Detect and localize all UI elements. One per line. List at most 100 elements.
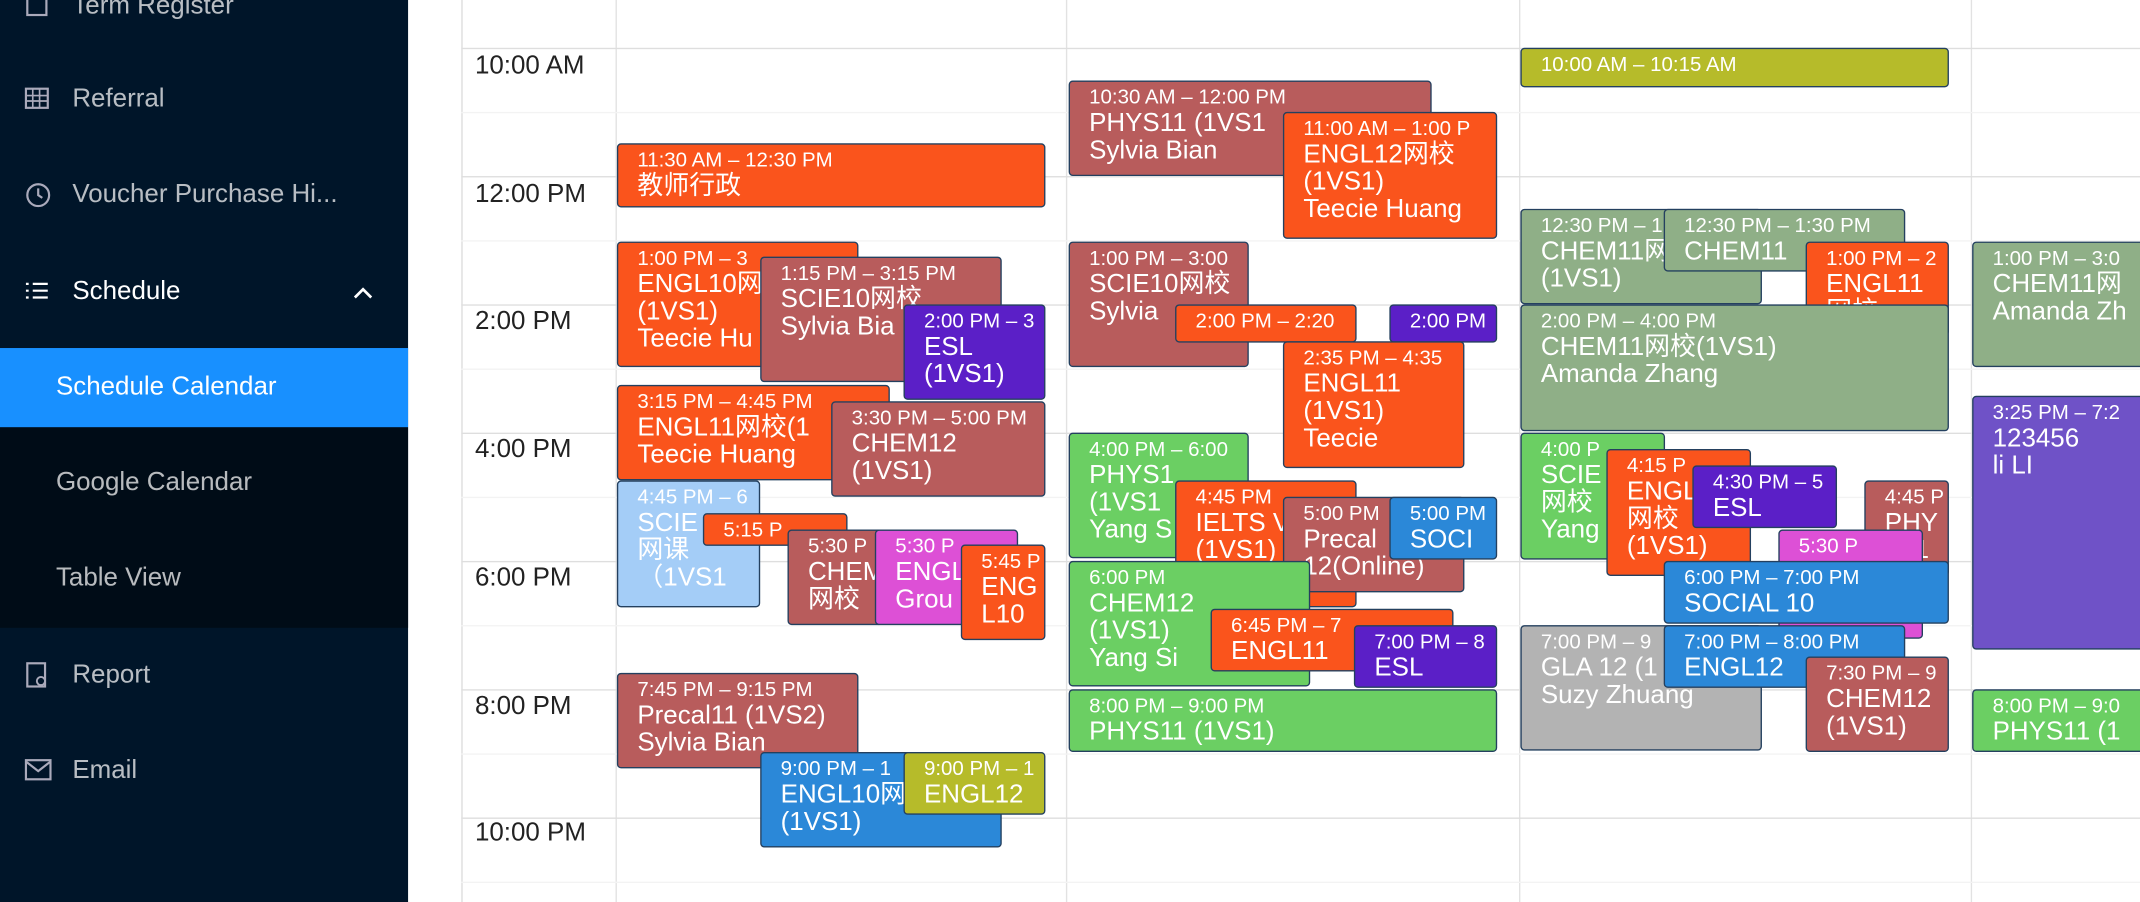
event[interactable]: 1:00 PM – 3:0 CHEM11网 Amanda Zh xyxy=(1972,241,2140,368)
event-line: SCIE10网校 xyxy=(780,285,922,314)
event[interactable]: 8:00 PM – 9:00 PM PHYS11 (1VS1) xyxy=(1068,689,1498,753)
icon xyxy=(24,87,49,109)
event-time: 5:30 P xyxy=(1798,535,1858,559)
event-line: li LI xyxy=(1992,451,2033,481)
event-line: Sylvia Bian xyxy=(1089,136,1218,166)
menu-label: Voucher Purchase Hi... xyxy=(72,180,338,209)
event[interactable]: 2:00 PM – 3 ESL (1VS1) xyxy=(903,304,1046,400)
event-line: (1VS1) xyxy=(1303,397,1385,426)
event-line: ESL xyxy=(1712,494,1762,523)
event[interactable]: 7:00 PM – 8 ESL xyxy=(1353,625,1498,688)
event-line: 教师行政 xyxy=(637,171,742,201)
event[interactable]: 2:00 PM xyxy=(1389,304,1498,343)
event[interactable]: 3:15 PM – 4:45 PM ENGL11网校(1 Teecie Huang xyxy=(616,384,890,481)
menu-item[interactable]: Email xyxy=(0,732,408,811)
time-label: 4:00 PM xyxy=(474,435,572,465)
time-label: 10:00 AM xyxy=(474,51,585,81)
event[interactable]: 7:00 PM – 8:00 PM ENGL12 xyxy=(1663,625,1906,688)
event-line: ENGL12 xyxy=(923,780,1024,810)
event-line: CHEM11网 xyxy=(1992,270,2122,299)
event[interactable]: 2:00 PM – 4:00 PM CHEM11网校(1VS1) Amanda Zh… xyxy=(1520,304,1949,432)
event-line: (1VS1) xyxy=(1089,616,1170,646)
event[interactable]: 2:35 PM – 4:35 ENGL11 (1VS1) Teecie xyxy=(1282,341,1465,469)
event-time: 1:00 PM – 2 xyxy=(1826,247,1937,271)
event-line: Amanda Zh xyxy=(1992,297,2127,327)
event[interactable]: 4:15 P ENGL 网校 (1VS1) xyxy=(1606,449,1752,576)
event[interactable]: 2:00 PM – 2:20 xyxy=(1175,304,1357,343)
event[interactable]: 12:30 PM – 1:30 PM CHEM11 xyxy=(1663,208,1906,272)
event[interactable]: 8:00 PM – 9:0 PHYS11 (1 xyxy=(1972,689,2140,753)
event[interactable]: 1:00 PM – 3:00 SCIE10网校 Sylvia xyxy=(1068,241,1249,368)
event-time: 1:00 PM – 3:00 xyxy=(1089,247,1228,271)
event-time: 8:00 PM – 9:0 xyxy=(1992,694,2121,718)
event[interactable]: 4:30 PM – 5 ESL xyxy=(1692,465,1838,529)
event-time: 4:00 PM – 6:00 xyxy=(1089,438,1228,462)
event-line: 123456 xyxy=(1992,424,2080,454)
event-time: 6:00 PM xyxy=(1089,566,1166,590)
column-line xyxy=(1970,0,1973,902)
event[interactable]: 12:30 PM – 1 CHEM11网校 (1VS1) xyxy=(1520,208,1762,305)
event-time: 5:30 P xyxy=(895,535,955,559)
event-line: SCIE10网校 xyxy=(1089,270,1231,299)
event[interactable]: 3:30 PM – 5:00 PM CHEM12 (1VS1) xyxy=(831,401,1046,497)
event-time: 6:45 PM – 7 xyxy=(1231,614,1342,638)
event-line: PHYS11 (1VS1 xyxy=(1089,109,1266,138)
row-line xyxy=(461,817,2140,819)
event-time: 4:30 PM – 5 xyxy=(1712,470,1824,495)
event[interactable]: 10:00 AM – 10:15 AM xyxy=(1520,47,1949,88)
menu-label: Schedule Calendar xyxy=(55,372,277,402)
menu-item[interactable]: Referral xyxy=(0,60,408,139)
event-line: ENGL xyxy=(1626,477,1698,507)
event[interactable]: 7:00 PM – 9 GLA 12 (1 Suzy Zhuang xyxy=(1520,625,1762,751)
event[interactable]: 5:00 PM SOCI xyxy=(1389,496,1498,560)
event[interactable]: 3:25 PM – 7:2 123456 li LI xyxy=(1972,395,2140,650)
menu-item[interactable]: Voucher Purchase Hi... xyxy=(0,156,408,235)
event-line: 网校 xyxy=(1626,504,1679,534)
event[interactable]: 9:00 PM – 1 ENGL12 xyxy=(903,752,1046,815)
submenu-item[interactable]: Table View xyxy=(0,539,408,618)
event-line: ESL xyxy=(923,333,973,362)
event-line: ENGL11 xyxy=(1826,270,1924,299)
event-line: (1VS1) xyxy=(637,297,719,327)
calendar: 10:00 AM 12:00 PM 2:00 PM 4:00 PM 6:00 PM 8:0… xyxy=(408,0,2140,902)
menu-item[interactable]: Schedule xyxy=(0,252,408,331)
submenu-bg xyxy=(0,427,409,628)
event-time: 1:00 PM – 3:0 xyxy=(1992,247,2121,271)
event-line: (1VS1) xyxy=(780,807,862,837)
event-line: Precal xyxy=(1303,525,1377,555)
event[interactable]: 5:30 P CHEM 网校 xyxy=(787,529,884,626)
submenu-item[interactable]: Schedule Calendar xyxy=(0,348,409,428)
menu-label: Google Calendar xyxy=(55,468,253,497)
event-line: ENG xyxy=(981,573,1038,602)
row-line xyxy=(461,47,2140,50)
event-line: Precal11 (1VS2) xyxy=(637,701,826,731)
sidebar: Term Register Referral Voucher Purchase … xyxy=(0,0,409,902)
caret xyxy=(353,287,373,299)
event[interactable]: 5:45 P ENG L10 xyxy=(960,544,1046,641)
event-line: (1VS1) xyxy=(923,360,1005,389)
event-line: CHEM12 xyxy=(851,429,957,459)
event-line: ENGL10网 xyxy=(637,270,763,299)
event-line: ESL xyxy=(1374,653,1424,683)
event-line: SOCI xyxy=(1409,525,1474,555)
submenu-item[interactable]: Google Calendar xyxy=(0,444,408,523)
menu-item[interactable]: Term Register xyxy=(0,0,408,46)
event-line: Teecie Hu xyxy=(637,324,753,354)
event[interactable]: 11:00 AM – 1:00 P ENGL12网校 (1VS1) Teecie Hu… xyxy=(1282,111,1498,239)
menu-label: Schedule xyxy=(72,277,181,306)
event-line: ENGL11网校(1 xyxy=(637,413,810,443)
event-line: ENGL12网校 xyxy=(1303,140,1455,170)
event-line: ENGL12 xyxy=(1684,653,1784,683)
event[interactable]: 6:00 PM – 7:00 PM SOCIAL 10 xyxy=(1663,560,1949,624)
event-line: ENGL11 xyxy=(1231,637,1329,667)
event[interactable]: 11:30 AM – 12:30 PM 教师行政 xyxy=(616,143,1046,208)
event-time: 2:00 PM xyxy=(1409,309,1487,334)
event-time: 5:00 PM xyxy=(1303,502,1380,526)
event-time: 9:00 PM – 1 xyxy=(923,757,1035,781)
menu-item[interactable]: Report xyxy=(0,636,408,715)
column-line xyxy=(1065,0,1068,902)
event-time: 5:45 P xyxy=(981,550,1041,574)
event[interactable]: 7:30 PM – 9 CHEM12 (1VS1) xyxy=(1805,656,1949,753)
event-line: Sylvia xyxy=(1089,297,1159,327)
